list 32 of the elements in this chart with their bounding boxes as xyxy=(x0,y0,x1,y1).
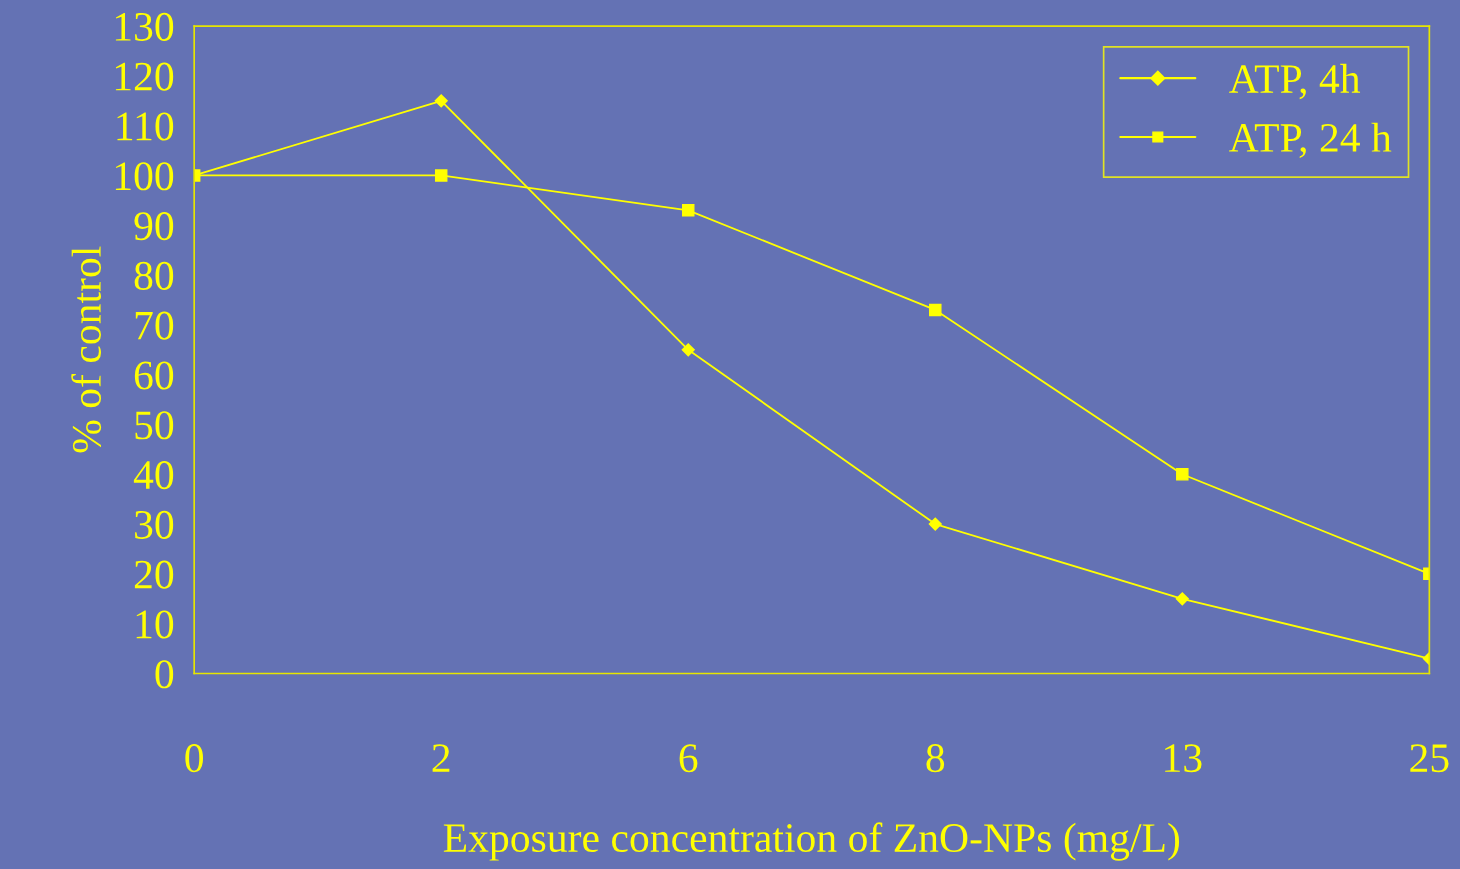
y-tick-label: 40 xyxy=(133,461,174,490)
y-tick-label: 20 xyxy=(134,560,174,589)
legend-label: ATP, 24 h xyxy=(1229,122,1392,159)
x-tick-label: 0 xyxy=(185,744,204,773)
x-tick-label: 6 xyxy=(679,744,698,773)
y-tick-label: 30 xyxy=(135,510,174,539)
y-tick-label: 130 xyxy=(115,12,174,41)
x-tick-label: 25 xyxy=(1410,744,1449,773)
y-tick-label: 90 xyxy=(134,212,174,241)
point xyxy=(681,343,695,357)
legend-label: ATP, 4h xyxy=(1229,63,1361,100)
x-tick-label: 13 xyxy=(1165,744,1202,773)
y-tick-label: 50 xyxy=(135,411,174,440)
y-tick-label: 70 xyxy=(135,311,174,340)
y-tick-label: 120 xyxy=(115,62,174,91)
point xyxy=(434,94,448,108)
y-tick-label: 60 xyxy=(134,361,174,390)
y-axis-title: % of control xyxy=(71,246,102,453)
y-tick-label: 0 xyxy=(155,660,174,689)
point xyxy=(681,204,695,217)
y-tick-label: 80 xyxy=(134,261,174,290)
x-tick-label: 2 xyxy=(432,744,450,772)
point xyxy=(434,169,448,182)
y-tick-label: 110 xyxy=(117,112,174,141)
point xyxy=(929,303,942,317)
point xyxy=(928,517,942,531)
x-axis-title: Exposure concentration of ZnO-NPs (mg/L) xyxy=(443,822,1180,861)
point xyxy=(1176,468,1189,481)
point xyxy=(1175,592,1189,606)
x-tick-label: 8 xyxy=(926,744,945,773)
y-tick-label: 10 xyxy=(136,610,174,639)
y-tick-label: 100 xyxy=(115,162,174,191)
